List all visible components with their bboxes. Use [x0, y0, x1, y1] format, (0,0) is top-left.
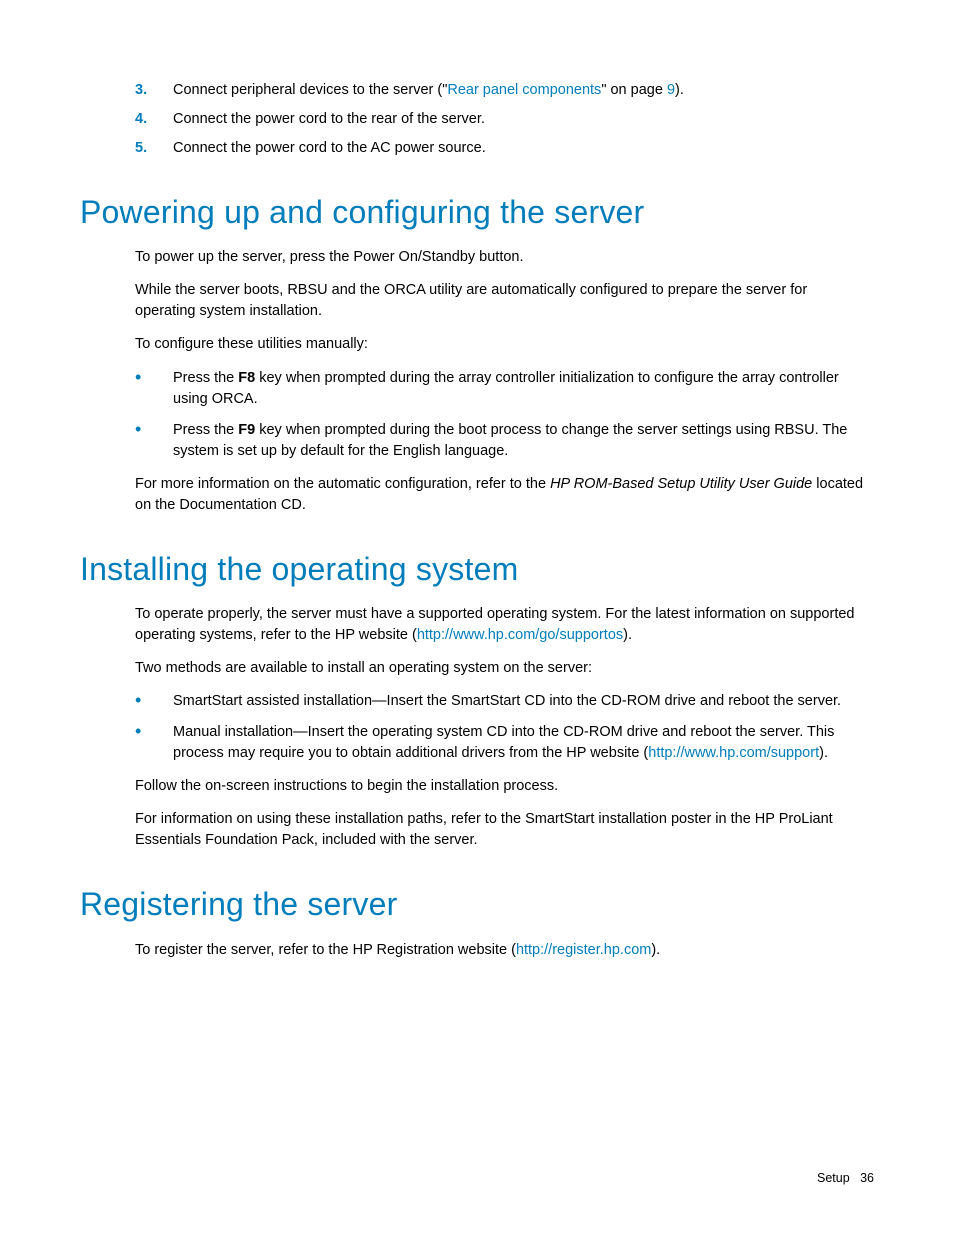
list-text: Connect the power cord to the AC power s…: [173, 138, 486, 159]
paragraph: To register the server, refer to the HP …: [135, 940, 864, 961]
bullet-list: • SmartStart assisted installation—Inser…: [135, 691, 864, 764]
bullet-icon: •: [135, 420, 173, 440]
numbered-list: 3. Connect peripheral devices to the ser…: [135, 80, 864, 159]
list-number: 4.: [135, 109, 173, 130]
footer-section: Setup: [817, 1171, 850, 1185]
list-text: Press the F9 key when prompted during th…: [173, 420, 864, 462]
page-footer: Setup 36: [817, 1169, 874, 1187]
section-heading-powering: Powering up and configuring the server: [80, 189, 874, 235]
list-item: • SmartStart assisted installation—Inser…: [135, 691, 864, 712]
list-text: Connect the power cord to the rear of th…: [173, 109, 485, 130]
paragraph: To power up the server, press the Power …: [135, 247, 864, 268]
rear-panel-link[interactable]: Rear panel components: [447, 82, 601, 98]
paragraph: For information on using these installat…: [135, 809, 864, 851]
list-text: Manual installation—Insert the operating…: [173, 722, 864, 764]
section-body: To power up the server, press the Power …: [135, 247, 864, 515]
register-link[interactable]: http://register.hp.com: [516, 942, 651, 958]
section-body: To operate properly, the server must hav…: [135, 604, 864, 851]
paragraph: To operate properly, the server must hav…: [135, 604, 864, 646]
paragraph: Follow the on-screen instructions to beg…: [135, 776, 864, 797]
support-link[interactable]: http://www.hp.com/support: [648, 745, 819, 761]
footer-page-number: 36: [860, 1171, 874, 1185]
bullet-list: • Press the F8 key when prompted during …: [135, 368, 864, 462]
bullet-icon: •: [135, 722, 173, 742]
list-text: Press the F8 key when prompted during th…: [173, 368, 864, 410]
list-text: Connect peripheral devices to the server…: [173, 80, 684, 101]
paragraph: Two methods are available to install an …: [135, 658, 864, 679]
list-item: 5. Connect the power cord to the AC powe…: [135, 138, 864, 159]
paragraph: For more information on the automatic co…: [135, 474, 864, 516]
bullet-icon: •: [135, 691, 173, 711]
list-number: 3.: [135, 80, 173, 101]
bullet-icon: •: [135, 368, 173, 388]
list-item: 3. Connect peripheral devices to the ser…: [135, 80, 864, 101]
list-text: SmartStart assisted installation—Insert …: [173, 691, 864, 712]
section-heading-installing: Installing the operating system: [80, 546, 874, 592]
section-body: To register the server, refer to the HP …: [135, 940, 864, 961]
supportos-link[interactable]: http://www.hp.com/go/supportos: [417, 627, 623, 643]
page-ref-link[interactable]: 9: [667, 82, 675, 98]
list-item: • Press the F8 key when prompted during …: [135, 368, 864, 410]
paragraph: To configure these utilities manually:: [135, 334, 864, 355]
paragraph: While the server boots, RBSU and the ORC…: [135, 280, 864, 322]
intro-continuation: 3. Connect peripheral devices to the ser…: [135, 80, 864, 159]
list-item: • Manual installation—Insert the operati…: [135, 722, 864, 764]
list-item: 4. Connect the power cord to the rear of…: [135, 109, 864, 130]
page-content: 3. Connect peripheral devices to the ser…: [0, 0, 954, 1013]
list-item: • Press the F9 key when prompted during …: [135, 420, 864, 462]
section-heading-registering: Registering the server: [80, 881, 874, 927]
list-number: 5.: [135, 138, 173, 159]
